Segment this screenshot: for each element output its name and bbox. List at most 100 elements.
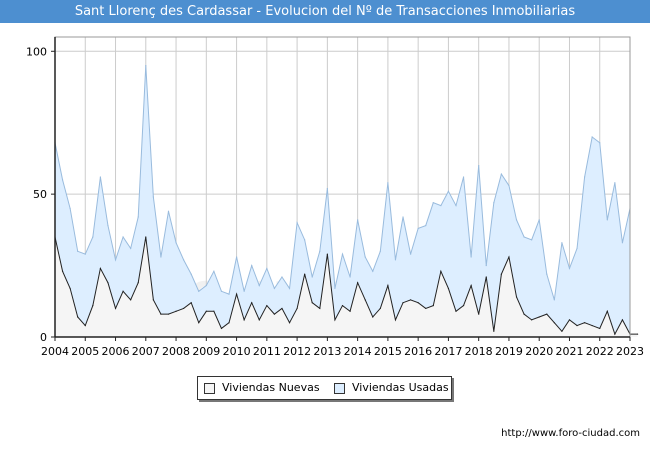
data-point-usadas <box>107 224 109 227</box>
data-point-nuevas <box>235 293 238 295</box>
data-point-usadas <box>99 176 101 178</box>
data-point-usadas <box>614 182 616 184</box>
data-point-nuevas <box>447 287 450 290</box>
data-point-nuevas <box>485 276 487 278</box>
data-point-usadas <box>462 176 465 178</box>
data-point-nuevas <box>130 299 132 301</box>
x-tick-label: 2022 <box>586 345 614 358</box>
data-point-usadas <box>478 164 480 167</box>
data-point-nuevas <box>319 307 321 310</box>
data-point-usadas <box>137 216 139 218</box>
data-point-usadas <box>621 242 624 244</box>
data-point-usadas <box>493 202 495 204</box>
data-point-nuevas <box>614 333 616 335</box>
data-point-usadas <box>281 276 283 278</box>
data-point-usadas <box>319 250 321 252</box>
data-point-usadas <box>546 273 548 275</box>
data-point-usadas <box>304 239 306 241</box>
data-point-usadas <box>69 207 71 210</box>
data-point-nuevas <box>304 273 306 275</box>
data-point-nuevas <box>523 313 525 315</box>
data-point-nuevas <box>145 236 147 238</box>
data-point-nuevas <box>152 299 154 301</box>
data-point-nuevas <box>288 322 291 324</box>
data-point-usadas <box>258 284 260 287</box>
data-point-usadas <box>357 219 359 221</box>
data-point-usadas <box>470 256 472 258</box>
data-point-nuevas <box>326 253 328 255</box>
data-point-usadas <box>372 270 374 272</box>
data-point-nuevas <box>258 319 260 321</box>
data-point-nuevas <box>402 302 404 304</box>
data-point-nuevas <box>205 310 207 312</box>
data-point-nuevas <box>198 322 200 324</box>
data-point-nuevas <box>364 299 366 301</box>
data-point-usadas <box>364 256 366 258</box>
data-point-nuevas <box>137 282 139 284</box>
data-point-nuevas <box>372 316 374 318</box>
x-tick-label: 2007 <box>132 345 160 358</box>
data-point-usadas <box>296 222 298 224</box>
data-point-nuevas <box>92 304 94 307</box>
data-point-usadas <box>220 290 223 292</box>
data-point-nuevas <box>77 316 79 318</box>
data-point-usadas <box>341 253 344 255</box>
data-point-nuevas <box>69 287 71 290</box>
data-point-nuevas <box>281 307 283 310</box>
x-tick-label: 2021 <box>555 345 583 358</box>
x-tick-label: 2008 <box>162 345 190 358</box>
data-point-nuevas <box>273 313 276 315</box>
series-area-nuevas <box>55 237 638 337</box>
x-tick-label: 2004 <box>41 345 69 358</box>
data-point-nuevas <box>500 273 502 275</box>
data-point-usadas <box>576 247 578 250</box>
data-point-nuevas <box>584 322 586 324</box>
data-point-usadas <box>84 253 86 255</box>
data-point-usadas <box>77 250 79 252</box>
data-point-nuevas <box>84 324 86 327</box>
data-point-usadas <box>379 250 381 252</box>
data-point-usadas <box>61 179 64 181</box>
data-point-nuevas <box>228 322 230 324</box>
data-point-nuevas <box>266 304 268 307</box>
y-tick-label: 100 <box>26 45 47 58</box>
data-point-nuevas <box>379 307 381 310</box>
data-point-usadas <box>167 210 170 212</box>
data-point-nuevas <box>243 319 245 321</box>
data-point-usadas <box>288 287 291 290</box>
data-point-nuevas <box>251 302 253 304</box>
data-point-nuevas <box>553 322 555 324</box>
data-point-nuevas <box>478 313 480 315</box>
data-point-usadas <box>175 242 177 244</box>
data-point-usadas <box>455 204 457 207</box>
x-tick-label: 2009 <box>192 345 220 358</box>
chart-legend: Viviendas Nuevas Viviendas Usadas <box>197 376 452 400</box>
data-point-usadas <box>500 173 502 175</box>
data-point-nuevas <box>160 313 162 315</box>
data-point-usadas <box>130 247 132 250</box>
data-point-usadas <box>606 219 608 221</box>
data-point-nuevas <box>493 330 495 332</box>
data-point-nuevas <box>455 310 457 312</box>
data-point-nuevas <box>394 319 397 321</box>
data-point-usadas <box>326 187 328 190</box>
data-point-usadas <box>183 259 185 261</box>
legend-swatch-nuevas <box>204 383 215 394</box>
y-tick-label: 0 <box>40 331 47 344</box>
data-point-nuevas <box>114 307 117 310</box>
data-point-usadas <box>228 293 230 295</box>
data-point-usadas <box>584 176 586 178</box>
data-point-nuevas <box>508 256 510 258</box>
data-point-usadas <box>538 219 540 221</box>
y-tick-label: 50 <box>33 188 47 201</box>
data-point-nuevas <box>546 313 548 315</box>
chart-area: FORO-CIUDAD.COM 050100200420052006200720… <box>0 23 650 450</box>
data-point-nuevas <box>296 307 298 310</box>
data-point-usadas <box>349 276 351 278</box>
data-point-usadas <box>273 287 276 290</box>
data-point-nuevas <box>107 282 109 284</box>
data-point-usadas <box>235 256 238 258</box>
data-point-nuevas <box>349 310 351 312</box>
data-point-usadas <box>205 284 207 287</box>
data-point-usadas <box>160 256 162 258</box>
